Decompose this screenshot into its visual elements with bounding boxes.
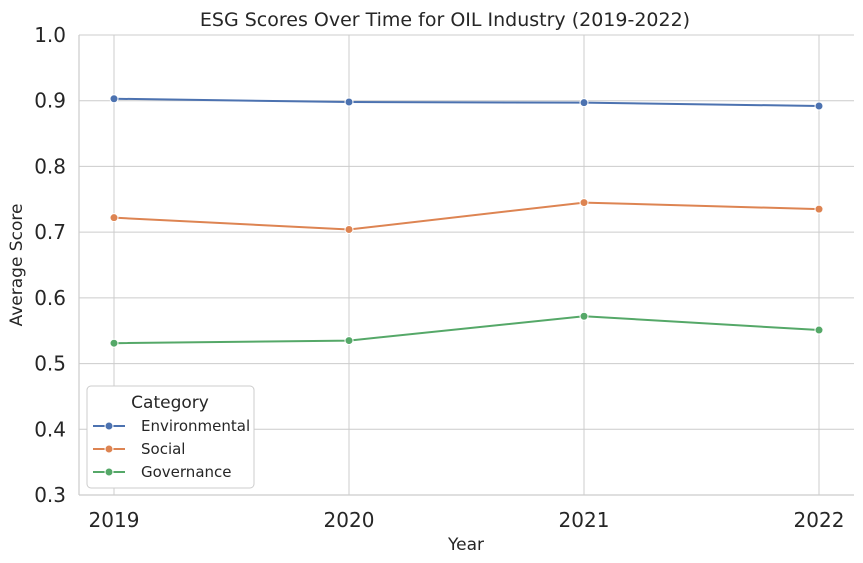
data-point	[109, 213, 119, 223]
y-tick-label: 0.7	[34, 220, 66, 244]
legend-label: Environmental	[141, 417, 250, 435]
legend-items: Environmental Social Governance	[93, 417, 250, 481]
x-axis-label: Year	[447, 535, 484, 555]
series-line	[113, 97, 820, 107]
chart-title: ESG Scores Over Time for OIL Industry (2…	[200, 9, 690, 31]
data-point	[109, 338, 119, 348]
data-point	[814, 325, 824, 335]
legend-title: Category	[131, 393, 209, 413]
y-tick-label: 0.8	[34, 154, 66, 178]
series-social	[109, 198, 824, 235]
x-tick-label: 2019	[89, 508, 140, 532]
y-tick-label: 0.9	[34, 89, 66, 113]
series-lines	[109, 94, 824, 348]
y-tick-label: 1.0	[34, 23, 66, 47]
legend-item: Social	[93, 440, 185, 458]
data-point	[814, 101, 824, 111]
y-tick-label: 0.3	[34, 483, 66, 507]
data-point	[579, 98, 589, 108]
data-point	[109, 94, 119, 104]
legend-item: Environmental	[93, 417, 250, 435]
series-environmental	[109, 94, 824, 111]
data-point	[579, 311, 589, 321]
y-axis-label: Average Score	[7, 204, 27, 327]
data-point	[344, 97, 354, 107]
series-line	[113, 201, 820, 231]
y-tick-labels: 0.3 0.4 0.5 0.6 0.7 0.8 0.9 1.0	[34, 23, 66, 507]
legend-swatch-marker	[104, 421, 114, 431]
y-tick-label: 0.6	[34, 286, 66, 310]
legend-label: Governance	[141, 463, 232, 481]
legend-swatch-marker	[104, 444, 114, 454]
legend: Category Environmental Social Governance	[86, 385, 255, 489]
y-tick-label: 0.5	[34, 352, 66, 376]
axes	[78, 35, 854, 496]
legend-item: Governance	[93, 463, 232, 481]
series-governance	[109, 311, 824, 348]
x-tick-labels: 2019 2020 2021 2022	[89, 508, 845, 532]
y-tick-label: 0.4	[34, 417, 66, 441]
legend-label: Social	[141, 440, 185, 458]
data-point	[579, 198, 589, 208]
data-point	[344, 225, 354, 235]
data-point	[814, 204, 824, 214]
legend-box	[86, 385, 255, 489]
x-tick-label: 2021	[559, 508, 610, 532]
x-tick-label: 2022	[794, 508, 845, 532]
data-point	[344, 336, 354, 346]
series-line	[113, 315, 820, 345]
legend-swatch-marker	[104, 467, 114, 477]
x-tick-label: 2020	[324, 508, 375, 532]
